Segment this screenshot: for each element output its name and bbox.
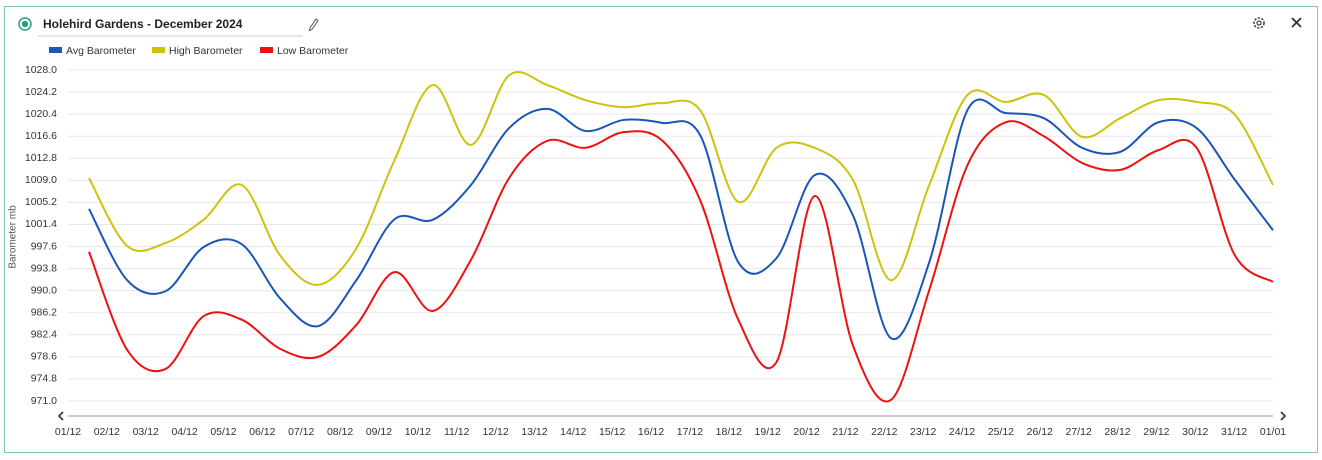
x-tick-label: 01/01	[1260, 426, 1286, 438]
x-tick-label: 27/12	[1066, 426, 1092, 438]
y-tick-label: 971.0	[31, 395, 57, 407]
x-tick-label: 22/12	[871, 426, 897, 438]
radio-dot	[21, 20, 29, 28]
x-tick-label: 26/12	[1027, 426, 1053, 438]
legend-swatch	[260, 47, 273, 53]
y-tick-label: 982.4	[31, 329, 57, 341]
legend-swatch	[49, 47, 62, 53]
x-tick-label: 25/12	[988, 426, 1014, 438]
x-tick-label: 01/12	[55, 426, 81, 438]
series-line	[88, 98, 1274, 341]
legend-label: High Barometer	[169, 45, 243, 57]
x-tick-label: 28/12	[1104, 426, 1130, 438]
x-tick-label: 17/12	[677, 426, 703, 438]
x-tick-label: 18/12	[716, 426, 742, 438]
x-tick-label: 23/12	[910, 426, 936, 438]
y-tick-label: 1009.0	[25, 174, 57, 186]
y-tick-label: 997.6	[31, 240, 57, 252]
series-line	[88, 120, 1274, 403]
x-tick-label: 24/12	[949, 426, 975, 438]
x-tick-label: 07/12	[288, 426, 314, 438]
scroll-right[interactable]	[1280, 411, 1287, 421]
x-tick-label: 06/12	[249, 426, 275, 438]
series-line	[88, 70, 1274, 286]
y-axis-title: Barometer mb	[8, 205, 19, 269]
y-tick-label: 1012.8	[25, 152, 57, 164]
legend-label: Low Barometer	[277, 45, 349, 57]
radio[interactable]	[18, 17, 32, 31]
y-tick-label: 1016.6	[25, 130, 57, 142]
legend-swatch	[152, 47, 165, 53]
x-tick-label: 08/12	[327, 426, 353, 438]
edit-icon[interactable]	[308, 18, 319, 32]
legend-label: Avg Barometer	[66, 45, 136, 57]
x-tick-label: 30/12	[1182, 426, 1208, 438]
chart-title: Holehird Gardens - December 2024	[43, 17, 243, 31]
y-tick-label: 990.0	[31, 284, 57, 296]
y-tick-label: 974.8	[31, 373, 57, 385]
x-tick-label: 05/12	[210, 426, 236, 438]
x-tick-label: 14/12	[560, 426, 586, 438]
close-icon[interactable]	[1291, 17, 1302, 28]
panel	[4, 6, 1318, 453]
x-tick-label: 09/12	[366, 426, 392, 438]
x-tick-label: 31/12	[1221, 426, 1247, 438]
settings-icon[interactable]	[1253, 17, 1265, 29]
x-tick-label: 15/12	[599, 426, 625, 438]
x-tick-label: 19/12	[755, 426, 781, 438]
y-tick-label: 1028.0	[25, 64, 57, 76]
x-tick-label: 04/12	[171, 426, 197, 438]
x-tick-label: 10/12	[405, 426, 431, 438]
x-tick-label: 11/12	[444, 426, 470, 438]
x-tick-label: 03/12	[133, 426, 159, 438]
x-tick-label: 13/12	[521, 426, 547, 438]
y-tick-label: 1020.4	[25, 108, 57, 120]
y-tick-label: 978.6	[31, 351, 57, 363]
y-tick-label: 986.2	[31, 307, 57, 319]
x-tick-label: 20/12	[793, 426, 819, 438]
x-tick-label: 29/12	[1143, 426, 1169, 438]
y-tick-label: 993.8	[31, 262, 57, 274]
x-tick-label: 02/12	[94, 426, 120, 438]
x-tick-label: 16/12	[638, 426, 664, 438]
x-tick-label: 12/12	[482, 426, 508, 438]
y-tick-label: 1001.4	[25, 218, 57, 230]
scroll-left[interactable]	[57, 411, 64, 421]
x-tick-label: 21/12	[832, 426, 858, 438]
y-tick-label: 1024.2	[25, 86, 57, 98]
y-tick-label: 1005.2	[25, 196, 57, 208]
